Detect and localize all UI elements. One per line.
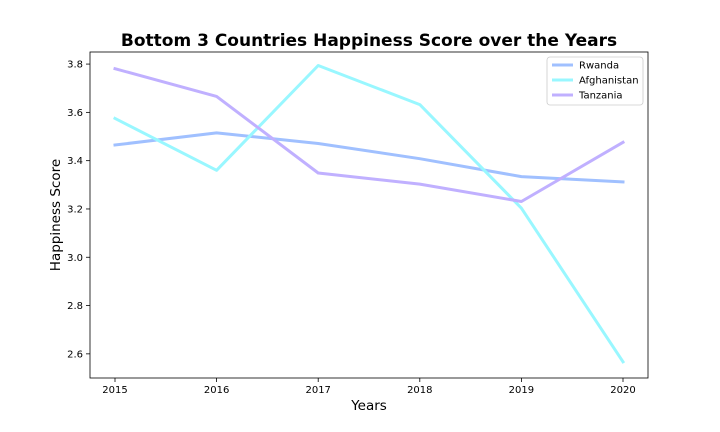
y-tick-label: 3.2 [67,204,83,215]
x-tick-label: 2015 [102,385,127,396]
y-tick-label: 2.8 [67,301,83,312]
x-tick-label: 2016 [204,385,229,396]
chart-title: Bottom 3 Countries Happiness Score over … [121,31,617,51]
x-tick-label: 2017 [305,385,330,396]
x-axis: 2015 2016 2017 2018 2019 2020 [102,378,636,396]
y-axis: 2.6 2.8 3.0 3.2 3.4 3.6 3.8 [67,60,90,360]
legend-label-rwanda: Rwanda [579,61,619,72]
y-tick-label: 3.6 [67,108,83,119]
series-line-tanzania [113,66,626,203]
x-axis-label: Years [350,398,387,414]
y-tick-label: 3.8 [67,60,83,71]
x-tick-label: 2020 [610,385,635,396]
plot-area [89,51,649,379]
y-tick-label: 3.0 [67,253,83,264]
legend-label-afghanistan: Afghanistan [579,76,639,87]
y-tick-label: 2.6 [67,349,83,360]
series-line-rwanda [113,131,625,184]
legend: Rwanda Afghanistan Tanzania [546,56,644,106]
series-lines [112,64,626,364]
x-tick-label: 2018 [407,385,432,396]
series-line-afghanistan [112,64,626,364]
y-tick-label: 3.4 [67,156,83,167]
x-tick-label: 2019 [509,385,534,396]
legend-box [546,56,644,106]
legend-label-tanzania: Tanzania [578,91,623,102]
y-axis-label: Happiness Score [48,159,64,271]
